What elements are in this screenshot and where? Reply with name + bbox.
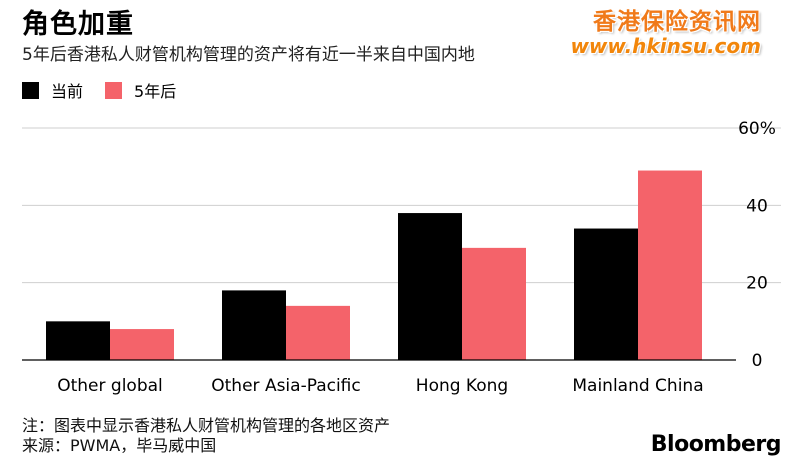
watermark: 香港保险资讯网 www.hkinsu.com: [570, 2, 761, 58]
legend-item-five-years: 5年后: [105, 78, 176, 102]
y-tick-label: 20: [746, 274, 768, 294]
y-tick-label: 0: [752, 351, 763, 371]
bar: [638, 170, 702, 360]
chart-footnote: 注：图表中显示香港私人财管机构管理的各地区资产: [22, 416, 391, 435]
bar: [222, 290, 286, 360]
legend-item-current: 当前: [22, 78, 83, 102]
bar: [110, 329, 174, 360]
bar: [46, 321, 110, 360]
chart-source: 来源：PWMA，毕马威中国: [22, 436, 217, 455]
x-category-label: Hong Kong: [416, 376, 508, 396]
legend-swatch-five-years: [105, 81, 123, 99]
x-category-label: Mainland China: [572, 376, 703, 396]
bar: [398, 213, 462, 360]
brand-logo: Bloomberg: [650, 432, 782, 457]
chart-title: 角色加重: [22, 9, 134, 40]
legend-label-current: 当前: [51, 82, 84, 101]
watermark-url: www.hkinsu.com: [570, 34, 761, 58]
y-tick-label: 40: [746, 196, 768, 216]
legend-swatch-current: [22, 81, 39, 99]
watermark-name: 香港保险资讯网: [593, 9, 761, 35]
bar: [462, 247, 526, 360]
bar: [286, 305, 350, 360]
bar: [574, 228, 638, 360]
chart-legend: 当前 5年后: [22, 78, 198, 102]
x-category-label: Other global: [57, 376, 163, 396]
y-tick-label: 60%: [738, 119, 776, 139]
legend-label-five-years: 5年后: [134, 82, 177, 101]
x-category-label: Other Asia-Pacific: [211, 376, 360, 396]
chart-subtitle: 5年后香港私人财管机构管理的资产将有近一半来自中国内地: [22, 45, 475, 65]
